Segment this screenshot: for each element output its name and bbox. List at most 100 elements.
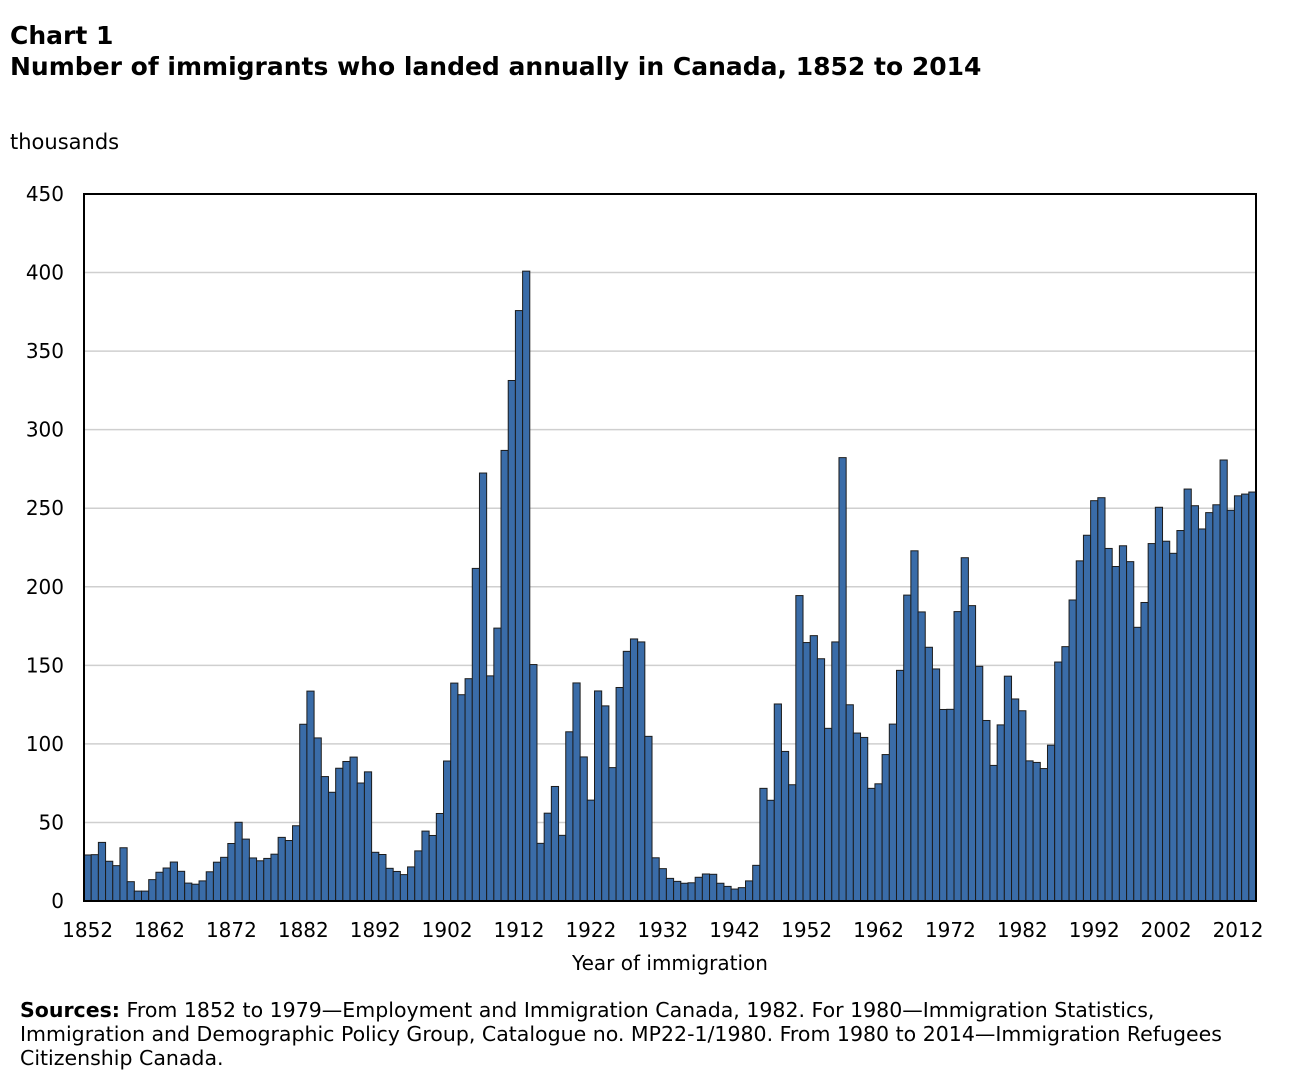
- chart-title: Number of immigrants who landed annually…: [10, 52, 982, 81]
- bar-chart: 0 50 100 150 200 250 300 350 400 450 1852 1862 1872…: [26, 182, 1264, 975]
- bar-1974: [960, 557, 969, 902]
- bar-1983: [1025, 760, 1034, 902]
- y-tick-label: 150: [26, 653, 64, 677]
- x-tick-label: 1862: [134, 918, 185, 942]
- y-axis-tick-labels: 0 50 100 150 200 250 300 350 400 450: [26, 182, 64, 913]
- bar-1893: [378, 854, 387, 902]
- bar-1997: [1126, 561, 1135, 902]
- bar-1934: [673, 880, 682, 902]
- bar-1918: [558, 834, 567, 902]
- bar-1912: [514, 310, 524, 902]
- bar-2000: [1147, 543, 1156, 902]
- bar-1964: [888, 723, 897, 902]
- bar-1905: [464, 678, 473, 902]
- x-axis-tick-labels: 1852 1862 1872 1882 1892 1902 1912 1922 1932 1942…: [62, 918, 1263, 942]
- bars: [83, 270, 1257, 902]
- bar-1869: [205, 871, 214, 902]
- bar-1930: [644, 735, 653, 902]
- bar-2013: [1241, 493, 1250, 902]
- bar-1884: [313, 737, 322, 902]
- bar-1901: [435, 812, 445, 902]
- y-axis-unit-label: thousands: [10, 130, 120, 154]
- bar-1966: [903, 594, 912, 902]
- x-axis-title: Year of immigration: [571, 951, 768, 975]
- x-tick-label: 1962: [853, 918, 904, 942]
- bar-1906: [471, 567, 480, 902]
- bar-1888: [342, 760, 351, 902]
- bar-1929: [637, 641, 646, 902]
- x-tick-label: 1912: [494, 918, 545, 942]
- bar-1987: [1054, 661, 1063, 902]
- bar-1889: [349, 756, 358, 902]
- bar-1990: [1075, 560, 1084, 902]
- bar-2006: [1190, 505, 1199, 902]
- bar-1937: [694, 876, 703, 902]
- bar-1976: [975, 665, 984, 902]
- bar-1945: [752, 864, 761, 902]
- bar-1995: [1111, 566, 1120, 902]
- bar-1996: [1118, 545, 1128, 902]
- bar-1917: [550, 785, 560, 902]
- bar-1909: [493, 627, 502, 902]
- bar-1872: [227, 843, 236, 902]
- bar-1861: [148, 879, 157, 902]
- bar-1932: [658, 868, 667, 902]
- x-tick-label: 1952: [781, 918, 832, 942]
- bar-2003: [1169, 552, 1178, 902]
- bar-2001: [1154, 506, 1164, 902]
- bar-1985: [1039, 768, 1048, 902]
- bar-1862: [155, 871, 164, 902]
- bar-1914: [529, 664, 538, 902]
- bar-1979: [996, 724, 1005, 902]
- x-tick-label: 1972: [925, 918, 976, 942]
- x-tick-label: 1892: [350, 918, 401, 942]
- bar-2014: [1248, 491, 1257, 902]
- bar-1970: [931, 668, 941, 902]
- bar-1908: [486, 675, 495, 902]
- bar-1894: [385, 867, 394, 902]
- bar-1879: [277, 836, 286, 902]
- x-tick-label: 2012: [1213, 918, 1264, 942]
- bar-1870: [212, 861, 222, 902]
- bar-1875: [248, 857, 258, 902]
- bar-1926: [615, 686, 624, 902]
- bar-1867: [191, 883, 200, 902]
- sources-text: From 1852 to 1979—Employment and Immigra…: [20, 998, 1222, 1070]
- bar-2005: [1183, 488, 1192, 902]
- x-tick-label: 1882: [278, 918, 329, 942]
- bar-1902: [443, 760, 452, 902]
- bar-1949: [780, 750, 790, 902]
- bar-2009: [1212, 504, 1221, 902]
- bar-1868: [198, 880, 207, 902]
- bar-1880: [284, 840, 294, 902]
- bar-1989: [1068, 599, 1077, 902]
- bar-1886: [327, 791, 337, 902]
- bar-1958: [845, 704, 854, 902]
- bar-1959: [852, 732, 862, 902]
- bar-1956: [831, 641, 840, 902]
- y-tick-label: 300: [26, 418, 64, 442]
- y-tick-label: 450: [26, 182, 64, 206]
- bar-1924: [601, 705, 610, 902]
- bar-1860: [141, 890, 150, 902]
- bar-1935: [680, 882, 689, 902]
- bar-2004: [1176, 530, 1185, 902]
- bar-1865: [176, 870, 186, 902]
- bar-1859: [133, 890, 143, 902]
- bar-1965: [895, 669, 905, 902]
- bar-1972: [946, 708, 955, 902]
- sources-label: Sources:: [20, 998, 121, 1022]
- bar-1890: [356, 782, 365, 902]
- bar-1962: [874, 783, 883, 902]
- bar-1916: [543, 812, 552, 902]
- bar-1955: [824, 727, 833, 902]
- bar-1936: [687, 882, 696, 902]
- bar-1993: [1097, 497, 1106, 902]
- bar-1922: [586, 799, 595, 902]
- bar-1892: [371, 851, 380, 902]
- bar-2010: [1219, 459, 1228, 902]
- bar-1928: [629, 638, 639, 902]
- bar-1895: [392, 870, 401, 902]
- bar-1896: [399, 874, 409, 902]
- bar-1907: [478, 472, 488, 902]
